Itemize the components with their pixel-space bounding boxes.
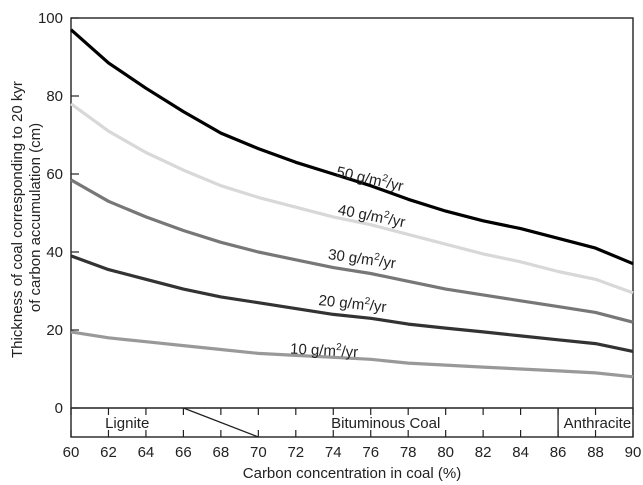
x-tick-label: 64 <box>138 444 155 461</box>
series-label-tail: /yr <box>369 297 387 316</box>
axis-ticks: 60 62 64 66 68 70 72 74 76 78 80 82 84 86 88 90 0 20 40 60 8… <box>38 10 641 461</box>
series-label-tail: /yr <box>387 211 407 231</box>
y-tick-label: 20 <box>46 322 63 339</box>
x-tick-label: 60 <box>63 444 80 461</box>
x-tick-label: 68 <box>213 444 230 461</box>
y-axis-title: Thickness of coal corresponding to 20 ky… <box>9 77 44 358</box>
band-label-bituminous-coal: Bituminous Coal <box>331 415 440 432</box>
y-axis-title-line-2: of carbon accumulation (cm) <box>27 123 44 312</box>
series-line-2 <box>70 102 634 295</box>
series-label-3: 30 g/m2/yr <box>327 245 397 272</box>
band-label-anthracite: Anthracite <box>564 415 632 432</box>
series-label-sup: 2 <box>373 251 380 263</box>
series-label-base: 10 g/m <box>290 341 337 360</box>
y-tick-label: 80 <box>46 88 63 105</box>
series-line-1 <box>69 28 634 266</box>
x-tick-label: 90 <box>625 444 642 461</box>
band-label-lignite: Lignite <box>105 415 149 432</box>
series-label-base: 30 g/m <box>327 246 375 269</box>
x-axis-title: Carbon concentration in coal (%) <box>243 465 461 482</box>
x-tick-label: 62 <box>100 444 117 461</box>
y-tick-label: 60 <box>46 166 63 183</box>
x-tick-label: 86 <box>550 444 567 461</box>
y-tick-label: 0 <box>55 400 63 417</box>
series-line-5 <box>70 330 634 379</box>
series-label-tail: /yr <box>378 253 397 272</box>
x-tick-label: 80 <box>437 444 454 461</box>
y-tick-label: 100 <box>38 10 63 27</box>
y-axis-title-line-1: Thickness of coal corresponding to 20 ky… <box>9 81 26 358</box>
series-label-sup: 2 <box>336 342 343 353</box>
x-tick-label: 66 <box>175 444 192 461</box>
series-label-4: 20 g/m2/yr <box>318 291 388 316</box>
series-label-tail: /yr <box>385 175 405 195</box>
series-label-base: 50 g/m <box>335 163 384 190</box>
series-label-base: 20 g/m <box>318 292 365 314</box>
y-tick-label: 40 <box>46 244 63 261</box>
series-label-sup: 2 <box>364 296 371 308</box>
x-tick-label: 78 <box>400 444 417 461</box>
x-tick-label: 82 <box>475 444 492 461</box>
x-tick-label: 72 <box>287 444 304 461</box>
x-tick-label: 76 <box>362 444 379 461</box>
series-line-4 <box>70 254 634 353</box>
series-label-5: 10 g/m2/yr <box>290 340 359 362</box>
lignite-divider <box>183 407 259 438</box>
x-tick-label: 70 <box>250 444 267 461</box>
series-label-sup: 2 <box>381 173 389 185</box>
coal-rank-bands: Lignite Bituminous Coal Anthracite <box>105 407 632 438</box>
series-label-2: 40 g/m2/yr <box>337 201 407 232</box>
series-group <box>69 28 634 379</box>
series-label-1: 50 g/m2/yr <box>335 162 405 195</box>
series-line-3 <box>70 178 634 324</box>
series-label-tail: /yr <box>341 343 359 361</box>
plot-border <box>70 17 634 438</box>
x-tick-label: 74 <box>325 444 342 461</box>
x-tick-label: 88 <box>587 444 604 461</box>
series-label-sup: 2 <box>383 209 391 221</box>
x-tick-label: 84 <box>512 444 529 461</box>
axes-frame <box>70 17 634 438</box>
